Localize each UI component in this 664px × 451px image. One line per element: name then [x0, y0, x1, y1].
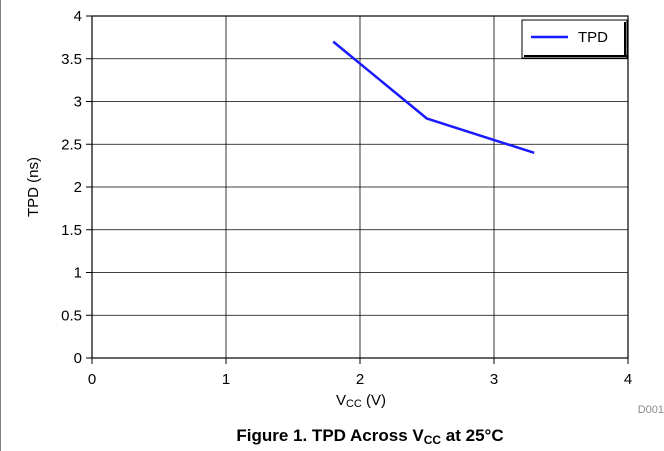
axis-ticks: [86, 15, 629, 364]
x-axis-title-main: V: [336, 392, 346, 409]
x-tick-label-0: 0: [88, 371, 96, 388]
figure-caption: Figure 1. TPD Across VCC at 25°C: [236, 426, 503, 447]
grid-lines: [91, 15, 629, 359]
y-tick-label-0: 0: [74, 350, 82, 367]
x-tick-label-2: 2: [356, 371, 364, 388]
y-tick-label-4: 2: [74, 179, 82, 196]
series-line-tpd: [332, 40, 535, 154]
y-axis-title: TPD (ns): [25, 157, 42, 217]
caption-sub: CC: [424, 433, 442, 447]
x-tick-label-4: 4: [624, 371, 632, 388]
x-tick-labels: 0 1 2 3 4: [88, 371, 632, 388]
figure-code: D001: [638, 404, 664, 416]
y-tick-label-5: 2.5: [61, 136, 82, 153]
y-tick-labels: 0 0.5 1 1.5 2 2.5 3 3.5 4: [61, 8, 82, 367]
x-axis-title-rest: (V): [362, 392, 386, 409]
y-tick-label-2: 1: [74, 265, 82, 282]
legend-label-tpd: TPD: [578, 29, 608, 46]
y-tick-label-7: 3.5: [61, 51, 82, 68]
x-axis-title: VCC (V): [336, 392, 386, 410]
y-tick-label-1: 0.5: [61, 307, 82, 324]
y-tick-label-3: 1.5: [61, 222, 82, 239]
legend: TPD: [521, 19, 628, 59]
x-axis-title-sub: CC: [346, 398, 362, 410]
x-tick-label-3: 3: [490, 371, 498, 388]
x-tick-label-1: 1: [222, 371, 230, 388]
y-tick-label-8: 4: [74, 8, 82, 25]
legend-box: [521, 19, 628, 59]
caption-suffix: at 25°C: [441, 426, 504, 445]
caption-prefix: Figure 1. TPD Across V: [236, 426, 424, 445]
y-tick-label-6: 3: [74, 94, 82, 111]
series-layer: [332, 40, 535, 154]
